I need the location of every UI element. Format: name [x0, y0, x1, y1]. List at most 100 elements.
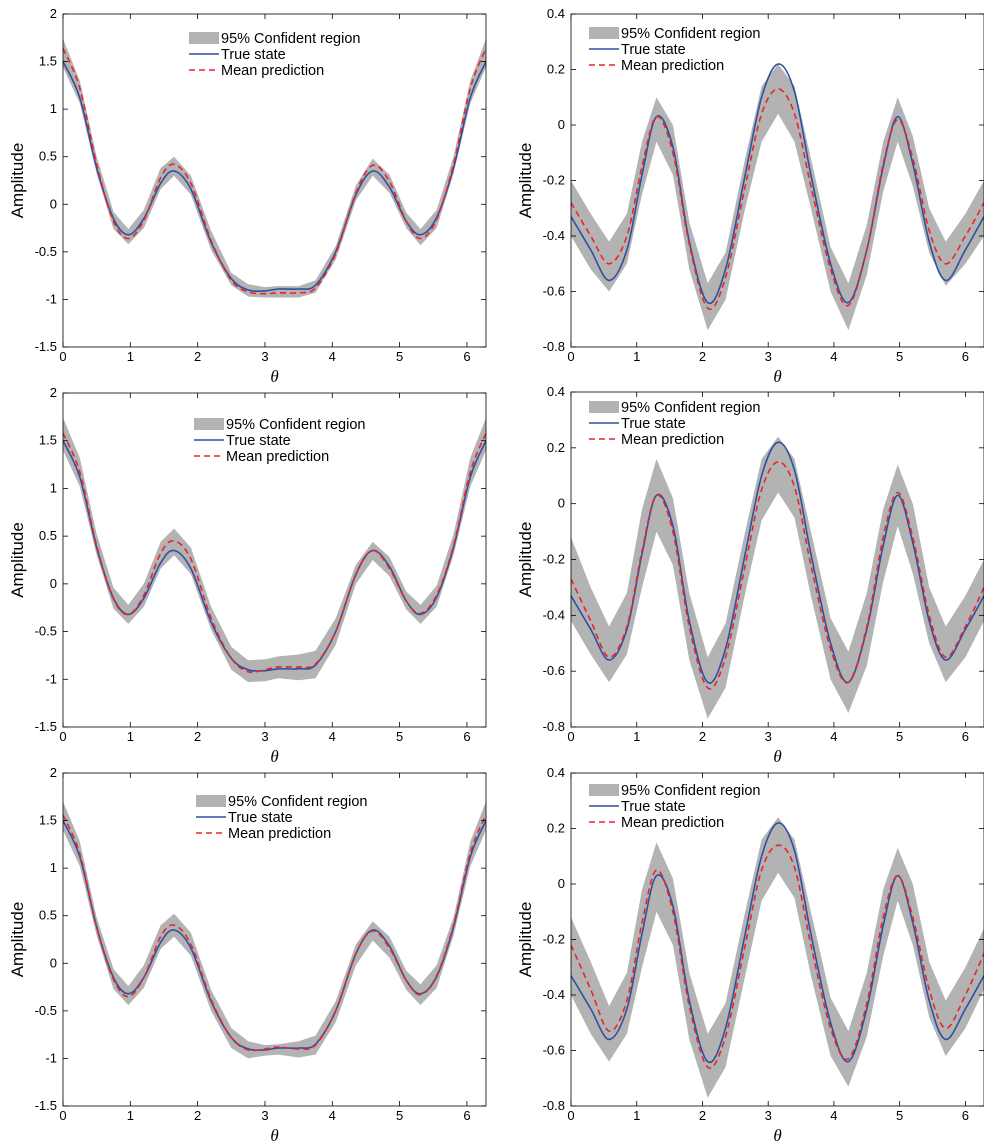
legend-band-label: 95% Confident region — [621, 783, 760, 799]
true-state-line — [63, 61, 486, 293]
plot-area — [63, 801, 486, 1059]
axes-box — [62, 772, 487, 1107]
legend-band-swatch — [189, 32, 219, 44]
x-tick-label: 4 — [329, 349, 336, 364]
x-tick-label: 4 — [830, 729, 837, 744]
legend-mean-label: Mean prediction — [621, 432, 724, 448]
y-tick-label: 0 — [558, 876, 565, 891]
x-axis-label: θ — [270, 747, 278, 766]
legend-mean-label: Mean prediction — [228, 826, 331, 842]
x-tick-label: 2 — [194, 349, 201, 364]
mean-prediction-line — [571, 844, 984, 1069]
x-tick-label: 4 — [830, 349, 837, 364]
y-tick-label: -0.2 — [543, 173, 565, 188]
x-tick-label: 0 — [59, 349, 66, 364]
plot-area — [571, 436, 984, 719]
y-tick-label: -0.2 — [543, 552, 565, 567]
y-tick-label: -0.8 — [543, 1098, 565, 1113]
x-tick-label: 3 — [765, 1108, 772, 1123]
y-tick-label: 0.5 — [39, 528, 57, 543]
x-tick-label: 1 — [633, 349, 640, 364]
x-tick-label: 3 — [261, 349, 268, 364]
y-tick-label: -1.5 — [35, 1098, 57, 1113]
y-tick-label: 1.5 — [39, 813, 57, 828]
y-tick-label: -1.5 — [35, 339, 57, 354]
legend-mean-label: Mean prediction — [221, 63, 324, 79]
chart-panel-6: 0 1 2 3 4 5 6 -0.8 -0.6 -0.4 -0.2 0 0.2 0.4 θ Amplitude… — [516, 765, 984, 1145]
y-tick-label: -1 — [45, 1050, 57, 1065]
y-tick-label: 0.4 — [547, 765, 565, 780]
x-tick-label: 5 — [896, 349, 903, 364]
y-axis-label: Amplitude — [8, 902, 27, 978]
x-tick-label: 6 — [962, 1108, 969, 1123]
x-tick-label: 6 — [962, 729, 969, 744]
legend-true-label: True state — [621, 799, 686, 815]
y-tick-label: -0.4 — [543, 228, 565, 243]
y-tick-label: -0.5 — [35, 1003, 57, 1018]
legend-true-label: True state — [621, 42, 686, 58]
y-tick-label: 1 — [50, 480, 57, 495]
x-tick-label: 5 — [396, 729, 403, 744]
x-tick-label: 1 — [127, 349, 134, 364]
x-tick-label: 6 — [962, 349, 969, 364]
x-tick-label: 2 — [194, 729, 201, 744]
y-axis-label: Amplitude — [516, 902, 535, 978]
legend-band-swatch — [589, 784, 619, 796]
y-tick-label: 0.5 — [39, 149, 57, 164]
y-tick-label: 1.5 — [39, 433, 57, 448]
y-tick-label: 0 — [558, 496, 565, 511]
y-tick-label: 0 — [50, 196, 57, 211]
y-tick-label: 0 — [50, 955, 57, 970]
y-tick-label: 0.2 — [547, 821, 565, 836]
x-tick-label: 6 — [463, 349, 470, 364]
y-tick-label: -0.8 — [543, 719, 565, 734]
y-tick-label: 1 — [50, 101, 57, 116]
y-tick-label: -0.2 — [543, 932, 565, 947]
x-tick-label: 3 — [765, 729, 772, 744]
y-tick-label: -0.6 — [543, 663, 565, 678]
mean-prediction-line — [63, 814, 486, 1052]
y-tick-label: -0.4 — [543, 607, 565, 622]
x-axis-label: θ — [773, 367, 781, 386]
legend-band-label: 95% Confident region — [226, 417, 365, 433]
x-tick-label: 2 — [194, 1108, 201, 1123]
true-state-line — [63, 820, 486, 1052]
x-tick-label: 1 — [633, 1108, 640, 1123]
chart-panel-2: 0 1 2 3 4 5 6 -0.8 -0.6 -0.4 -0.2 0 0.2 0.4 θ Amplitude… — [516, 6, 984, 386]
y-tick-label: 2 — [50, 385, 57, 400]
confidence-band — [571, 817, 984, 1098]
y-tick-label: 2 — [50, 765, 57, 780]
mean-prediction-line — [63, 47, 486, 295]
y-tick-label: -0.4 — [543, 987, 565, 1002]
y-tick-label: 0.4 — [547, 6, 565, 21]
legend-true-label: True state — [226, 433, 291, 449]
true-state-line — [63, 440, 486, 672]
panels: 0 1 2 3 4 5 6 -1.5 -1 -0.5 0 0.5 1 1.5 2 θ Amplitude 95% … — [8, 6, 984, 1145]
y-tick-label: -0.6 — [543, 1043, 565, 1058]
x-tick-label: 0 — [567, 1108, 574, 1123]
legend-band-label: 95% Confident region — [228, 794, 367, 810]
legend-band-label: 95% Confident region — [621, 26, 760, 42]
y-axis-label: Amplitude — [516, 143, 535, 219]
plot-area — [63, 417, 486, 683]
chart-panel-3: 0 1 2 3 4 5 6 -1.5 -1 -0.5 0 0.5 1 1.5 2 θ Amplitude 95% … — [8, 385, 487, 766]
legend-band-swatch — [194, 418, 224, 430]
x-axis-label: θ — [773, 1126, 781, 1145]
x-tick-label: 3 — [765, 349, 772, 364]
x-tick-label: 0 — [567, 349, 574, 364]
legend-true-label: True state — [221, 47, 286, 63]
legend-band-swatch — [196, 795, 226, 807]
y-tick-label: 1 — [50, 860, 57, 875]
y-tick-label: 0.2 — [547, 62, 565, 77]
chart-panel-5: 0 1 2 3 4 5 6 -1.5 -1 -0.5 0 0.5 1 1.5 2 θ Amplitude 95% … — [8, 765, 487, 1145]
x-axis-label: θ — [773, 747, 781, 766]
y-axis-label: Amplitude — [8, 143, 27, 219]
y-tick-label: -0.6 — [543, 284, 565, 299]
x-tick-label: 2 — [699, 1108, 706, 1123]
y-tick-label: -1 — [45, 671, 57, 686]
